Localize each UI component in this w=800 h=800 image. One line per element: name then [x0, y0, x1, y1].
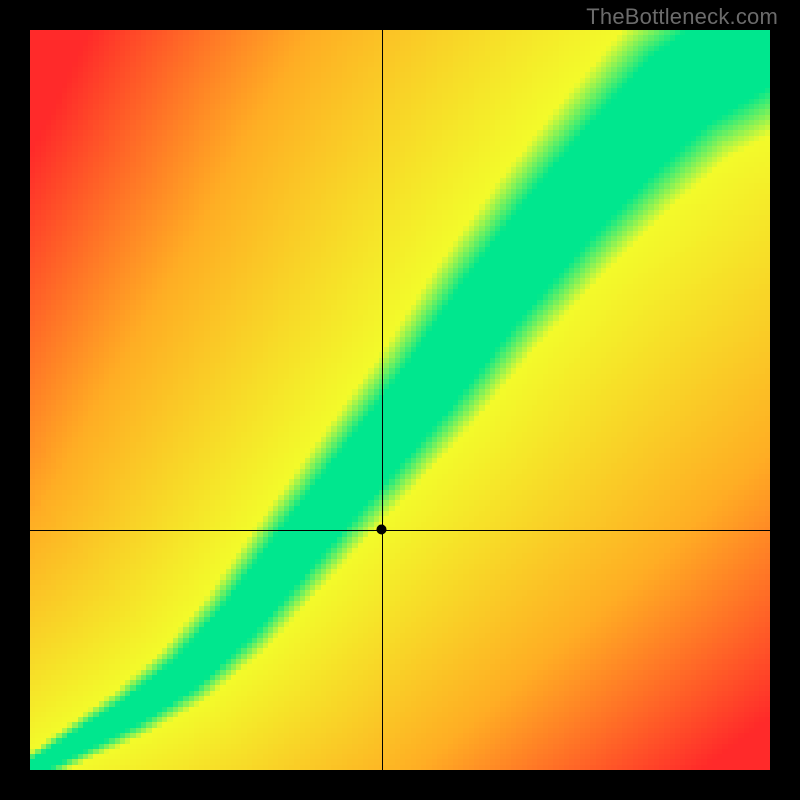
heatmap-plot	[30, 30, 770, 770]
watermark-text: TheBottleneck.com	[586, 4, 778, 30]
heatmap-canvas	[30, 30, 770, 770]
chart-container: { "watermark": "TheBottleneck.com", "cha…	[0, 0, 800, 800]
